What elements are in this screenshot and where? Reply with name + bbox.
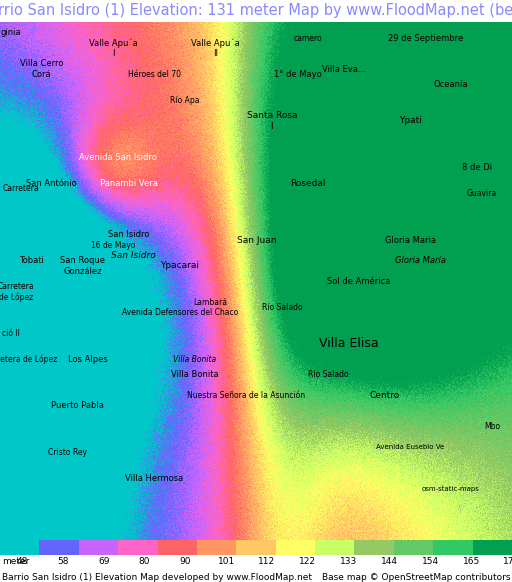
Text: Avenida Eusebio Ve: Avenida Eusebio Ve <box>376 444 444 450</box>
Text: 29 de Septiembre: 29 de Septiembre <box>388 34 463 42</box>
Text: Barrio San Isidro (1) Elevation: 131 meter Map by www.FloodMap.net (beta): Barrio San Isidro (1) Elevation: 131 met… <box>0 3 512 19</box>
Text: 16 de Mayo: 16 de Mayo <box>91 241 135 250</box>
Text: meter: meter <box>2 557 29 566</box>
Text: Río Apa: Río Apa <box>170 95 200 105</box>
Text: Tobati: Tobati <box>19 256 44 265</box>
Text: 144: 144 <box>381 557 398 566</box>
Text: ginia: ginia <box>1 29 21 37</box>
Text: Valle Apu´a
II: Valle Apu´a II <box>191 38 240 58</box>
Text: Villa Cerro
Corá: Villa Cerro Corá <box>19 59 63 79</box>
Text: San Juan: San Juan <box>237 236 276 244</box>
Text: Villa Elisa: Villa Elisa <box>319 337 378 350</box>
Text: 176: 176 <box>503 557 512 566</box>
Text: Villa Bonita: Villa Bonita <box>174 354 217 364</box>
Text: 154: 154 <box>422 557 439 566</box>
Text: Rosedal: Rosedal <box>290 179 326 187</box>
Text: Valle Apu´a
I: Valle Apu´a I <box>89 38 138 58</box>
Text: 8 de Di: 8 de Di <box>462 163 492 172</box>
Text: Río Salado: Río Salado <box>308 370 349 379</box>
Text: 133: 133 <box>340 557 357 566</box>
Text: Villa Bonita: Villa Bonita <box>171 370 219 379</box>
Text: Lambará: Lambará <box>194 298 227 307</box>
Text: camero: camero <box>293 34 322 42</box>
Bar <box>315 540 354 555</box>
Text: Carretera: Carretera <box>3 184 39 193</box>
Text: 1° de Mayo: 1° de Mayo <box>273 70 322 79</box>
Text: Los Alpes: Los Alpes <box>68 354 108 364</box>
Text: Avenida San Isidro: Avenida San Isidro <box>79 152 157 162</box>
Text: Panambi Vera: Panambi Vera <box>99 179 157 187</box>
Text: Base map © OpenStreetMap contributors: Base map © OpenStreetMap contributors <box>322 573 510 581</box>
Bar <box>0 540 39 555</box>
Text: 90: 90 <box>180 557 191 566</box>
Text: 112: 112 <box>259 557 275 566</box>
Text: osm-static-maps: osm-static-maps <box>422 486 480 492</box>
Bar <box>158 540 197 555</box>
Text: Mbo: Mbo <box>484 422 500 431</box>
Text: San Roque
González: San Roque González <box>60 256 105 276</box>
Bar <box>197 540 237 555</box>
Bar <box>79 540 118 555</box>
Text: 165: 165 <box>462 557 480 566</box>
Text: San António: San António <box>26 179 77 187</box>
Text: Gloria María: Gloria María <box>395 256 446 265</box>
Text: Héroes del 70: Héroes del 70 <box>127 70 181 79</box>
Text: Barrio San Isidro (1) Elevation Map developed by www.FloodMap.net: Barrio San Isidro (1) Elevation Map deve… <box>2 573 312 581</box>
Bar <box>118 540 158 555</box>
Bar <box>275 540 315 555</box>
Text: San Isidro: San Isidro <box>111 251 156 260</box>
Text: 122: 122 <box>300 557 316 566</box>
Text: Cristo Rey: Cristo Rey <box>48 448 87 457</box>
Text: Oceanía: Oceanía <box>434 80 468 89</box>
Text: Nuestra Señora de la Asunción: Nuestra Señora de la Asunción <box>187 391 305 400</box>
Text: 101: 101 <box>218 557 235 566</box>
Text: Avenida Defensores del Chaco: Avenida Defensores del Chaco <box>121 308 238 317</box>
Bar <box>39 540 79 555</box>
Bar <box>394 540 433 555</box>
Bar <box>354 540 394 555</box>
Text: Ypacarai: Ypacarai <box>160 261 199 271</box>
Bar <box>433 540 473 555</box>
Text: 48: 48 <box>16 557 28 566</box>
Text: 80: 80 <box>139 557 150 566</box>
Text: Gloria Maria: Gloria Maria <box>385 236 436 244</box>
Text: Guavira: Guavira <box>466 189 497 198</box>
Bar <box>237 540 275 555</box>
Text: 69: 69 <box>98 557 110 566</box>
Text: San Isidro: San Isidro <box>108 230 150 239</box>
Text: Carretera de López: Carretera de López <box>0 354 58 364</box>
Text: ció II: ció II <box>2 329 19 338</box>
Bar <box>473 540 512 555</box>
Text: Villa Eva...: Villa Eva... <box>322 65 366 73</box>
Text: 58: 58 <box>57 557 69 566</box>
Text: Ypati: Ypati <box>399 116 421 125</box>
Text: Villa Hermosa: Villa Hermosa <box>125 474 183 483</box>
Text: Centro: Centro <box>369 391 400 400</box>
Text: Río Salado: Río Salado <box>262 303 303 312</box>
Text: Santa Rosa
I: Santa Rosa I <box>247 111 297 130</box>
Text: Puerto Pabla: Puerto Pabla <box>51 402 104 410</box>
Text: Sol de América: Sol de América <box>327 277 391 286</box>
Text: Carretera
de López: Carretera de López <box>0 282 34 302</box>
